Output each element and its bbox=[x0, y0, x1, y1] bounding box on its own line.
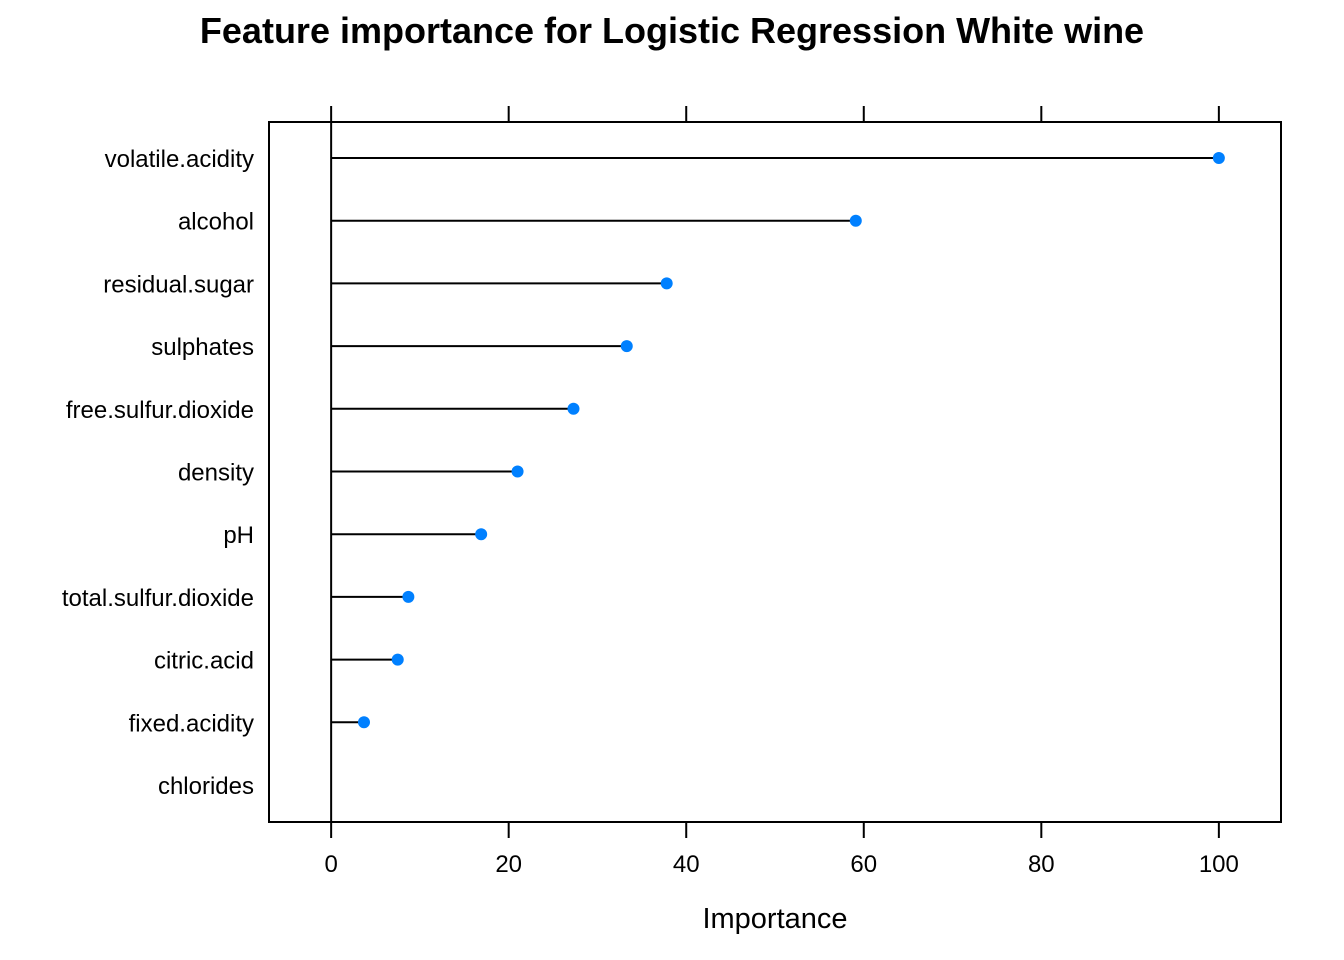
category-label-total-sulfur-dioxide: total.sulfur.dioxide bbox=[62, 585, 254, 612]
category-label-chlorides: chlorides bbox=[158, 773, 254, 800]
category-label-fixed-acidity: fixed.acidity bbox=[129, 710, 254, 737]
point-volatile-acidity bbox=[1212, 152, 1225, 164]
dot-stems bbox=[331, 157, 1219, 724]
bottom-axis-ticks bbox=[330, 822, 1220, 838]
x-tick-label-60: 60 bbox=[850, 851, 877, 878]
category-label-free-sulfur-dioxide: free.sulfur.dioxide bbox=[66, 397, 254, 424]
category-label-sulphates: sulphates bbox=[151, 334, 254, 361]
category-label-density: density bbox=[178, 460, 254, 487]
point-free-sulfur-dioxide bbox=[567, 402, 580, 415]
x-tick-label-40: 40 bbox=[673, 851, 700, 878]
x-tick-label-0: 0 bbox=[324, 851, 337, 878]
point-residual-sugar bbox=[660, 277, 673, 290]
category-label-ph: pH bbox=[223, 522, 254, 549]
point-density bbox=[511, 465, 524, 478]
x-tick-labels: 0 20 40 60 80 100 bbox=[324, 851, 1238, 878]
point-citric-acid bbox=[391, 653, 404, 666]
chart-title: Feature importance for Logistic Regressi… bbox=[200, 10, 1144, 51]
point-ph bbox=[475, 528, 488, 541]
x-tick-label-20: 20 bbox=[495, 851, 522, 878]
category-labels: volatile.acidity alcohol residual.sugar sul… bbox=[62, 146, 254, 800]
category-label-residual-sugar: residual.sugar bbox=[103, 271, 254, 298]
category-label-volatile-acidity: volatile.acidity bbox=[105, 146, 254, 173]
point-alcohol bbox=[849, 214, 862, 227]
category-label-citric-acid: citric.acid bbox=[154, 648, 254, 675]
top-axis-ticks bbox=[330, 106, 1220, 122]
category-label-alcohol: alcohol bbox=[178, 209, 254, 236]
point-fixed-acidity bbox=[357, 716, 370, 729]
plot-frame bbox=[268, 121, 1282, 823]
dot-points bbox=[357, 152, 1225, 729]
point-sulphates bbox=[620, 340, 633, 353]
x-tick-label-100: 100 bbox=[1199, 851, 1239, 878]
x-tick-label-80: 80 bbox=[1028, 851, 1055, 878]
x-axis-label: Importance bbox=[702, 903, 847, 935]
point-total-sulfur-dioxide bbox=[402, 590, 415, 603]
